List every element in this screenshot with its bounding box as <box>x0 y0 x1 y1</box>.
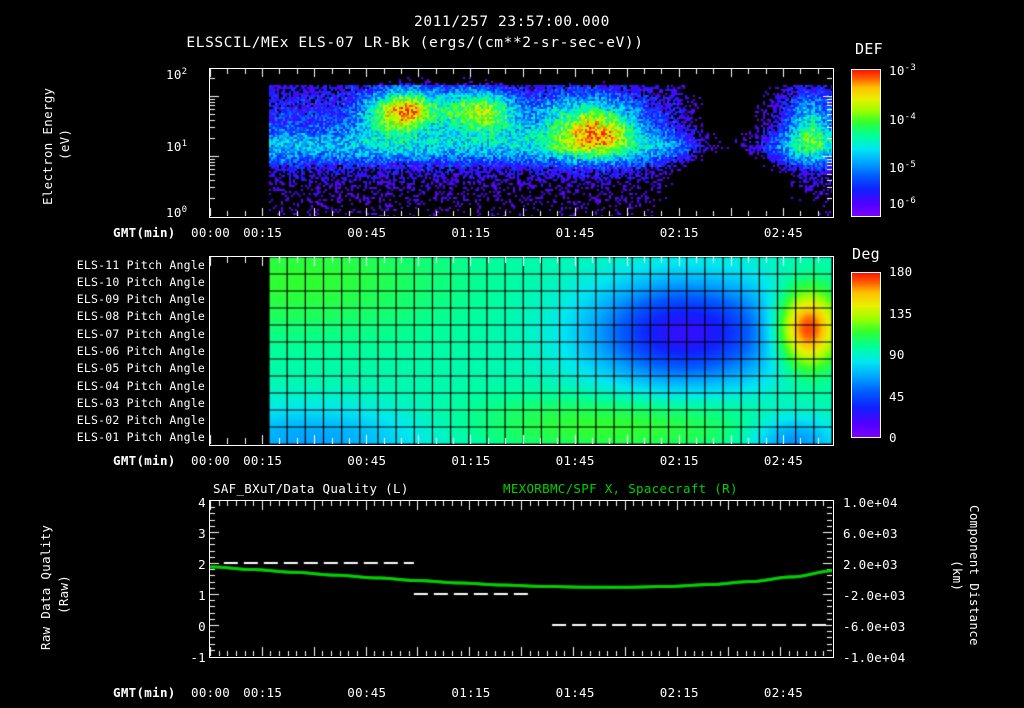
bottom-ytick-left-2: 2 <box>198 557 206 572</box>
time-tick-6: 02:45 <box>763 453 804 468</box>
data-quality-panel[interactable] <box>209 500 834 658</box>
def-tick-0-base: 10 <box>889 63 905 79</box>
time-tick-labels-mid: 00:00 00:15 00:45 01:15 01:45 02:15 02:45 <box>191 453 834 471</box>
def-tick-0-exp: -3 <box>904 63 917 73</box>
def-tick-2-base: 10 <box>889 160 905 176</box>
def-tick-3-exp: -6 <box>904 196 917 206</box>
time-tick-3: 01:15 <box>451 685 491 700</box>
electron-energy-ylabel: Electron Energy <box>40 87 55 205</box>
def-colorbar-title: DEF <box>855 40 883 58</box>
ytick-top-1-exp: 1 <box>181 139 188 149</box>
time-tick-5: 02:15 <box>659 453 699 468</box>
ytick-top-0-exp: 2 <box>181 67 188 77</box>
pitch-row-label-3: ELS-08 Pitch Angle <box>76 309 205 324</box>
deg-colorbar-title: Deg <box>852 245 880 263</box>
time-tick-2: 00:45 <box>347 225 387 240</box>
ytick-top-0: 102 <box>166 67 187 82</box>
time-axis-label-top: GMT(min) <box>113 225 176 240</box>
bottom-ytick-right-1: 6.0e+03 <box>843 526 898 541</box>
def-tick-1-base: 10 <box>889 112 905 128</box>
bottom-ylabel-left: Raw Data Quality <box>38 524 53 650</box>
def-tick-2-exp: -5 <box>904 160 917 170</box>
pitch-row-label-10: ELS-01 Pitch Angle <box>76 430 205 445</box>
time-tick-4: 01:45 <box>555 453 595 468</box>
deg-tick-2: 90 <box>889 347 905 362</box>
ytick-top-2: 100 <box>166 205 187 220</box>
pitch-row-label-9: ELS-02 Pitch Angle <box>76 413 205 428</box>
time-tick-1: 00:15 <box>243 453 283 468</box>
pitch-row-label-6: ELS-05 Pitch Angle <box>76 361 205 376</box>
bottom-ylabel-right: Component Distance <box>967 505 982 646</box>
bottom-ytick-right-3: -2.0e+03 <box>843 588 906 603</box>
time-tick-4: 01:45 <box>555 685 595 700</box>
ytick-top-1-base: 10 <box>166 139 182 155</box>
pitch-row-label-7: ELS-04 Pitch Angle <box>76 378 205 393</box>
def-tick-1: 10-4 <box>889 112 916 127</box>
electron-energy-spectrogram[interactable] <box>210 69 832 216</box>
def-tick-3: 10-6 <box>889 196 916 211</box>
pitch-angle-row-labels: ELS-11 Pitch Angle ELS-10 Pitch Angle ELS-… <box>0 256 205 446</box>
bottom-ytick-left-1: 3 <box>198 526 206 541</box>
bottom-ytick-left-3: 1 <box>198 588 206 603</box>
time-tick-1: 00:15 <box>243 685 283 700</box>
bottom-ylabel-left-units: (Raw) <box>56 574 71 614</box>
pitch-row-label-5: ELS-06 Pitch Angle <box>76 344 205 358</box>
time-tick-0: 00:00 <box>191 453 231 468</box>
def-colorbar[interactable] <box>851 69 881 217</box>
time-tick-6: 02:45 <box>763 685 804 700</box>
time-tick-5: 02:15 <box>659 225 699 240</box>
time-tick-labels-bot: 00:00 00:15 00:45 01:15 01:45 02:15 02:45 <box>191 685 834 703</box>
bottom-ytick-left-0: 4 <box>198 495 206 510</box>
deg-tick-1: 135 <box>889 305 913 321</box>
bottom-ytick-right-5: -1.0e+04 <box>843 650 906 665</box>
bottom-ytick-right-0: 1.0e+04 <box>843 495 898 510</box>
bottom-ytick-right-2: 2.0e+03 <box>843 557 898 572</box>
electron-energy-panel[interactable] <box>209 68 834 218</box>
time-tick-labels-top: 00:00 00:15 00:45 01:15 01:45 02:15 02:45 <box>191 225 834 243</box>
time-tick-3: 01:15 <box>451 225 491 240</box>
pitch-angle-panel[interactable] <box>209 256 834 446</box>
ytick-top-2-exp: 0 <box>181 205 188 215</box>
def-tick-2: 10-5 <box>889 160 916 175</box>
time-tick-6: 02:45 <box>763 225 804 240</box>
deg-tick-0: 180 <box>889 264 913 279</box>
time-axis-label-mid: GMT(min) <box>113 453 176 468</box>
bottom-ytick-left-4: 0 <box>198 619 206 634</box>
pitch-row-label-0: ELS-11 Pitch Angle <box>76 257 205 272</box>
pitch-angle-grid[interactable] <box>210 257 832 444</box>
def-tick-0: 10-3 <box>889 63 916 78</box>
bottom-title-left: SAF_BXuT/Data Quality (L) <box>213 481 409 496</box>
time-tick-2: 00:45 <box>347 685 387 700</box>
time-tick-1: 00:15 <box>243 225 283 240</box>
bottom-ytick-labels-right: 1.0e+04 6.0e+03 2.0e+03 -2.0e+03 -6.0e+03 -1.… <box>843 495 953 665</box>
bottom-ytick-left-5: -1 <box>190 650 206 665</box>
electron-energy-ylabel-units: (eV) <box>57 128 72 160</box>
header-subtitle: ELSSCIL/MEx ELS-07 LR-Bk (ergs/(cm**2-sr… <box>186 35 644 51</box>
time-tick-2: 00:45 <box>347 453 387 468</box>
pitch-row-label-8: ELS-03 Pitch Angle <box>76 395 205 410</box>
time-tick-0: 00:00 <box>191 225 231 240</box>
pitch-row-label-1: ELS-10 Pitch Angle <box>76 274 205 289</box>
header-datetime: 2011/257 23:57:00.000 <box>414 14 610 30</box>
time-tick-5: 02:15 <box>659 685 699 700</box>
deg-tick-3: 45 <box>889 388 905 404</box>
ytick-top-1: 101 <box>166 139 187 154</box>
pitch-row-label-4: ELS-07 Pitch Angle <box>76 326 205 341</box>
deg-colorbar-ticks: 180 135 90 45 0 <box>889 262 989 452</box>
def-tick-1-exp: -4 <box>904 112 917 122</box>
deg-tick-4: 0 <box>889 430 897 445</box>
bottom-ytick-labels-left: 4 3 2 1 0 -1 <box>170 495 206 665</box>
deg-colorbar[interactable] <box>851 272 881 438</box>
time-tick-4: 01:45 <box>555 225 595 240</box>
ytick-top-2-base: 10 <box>166 205 182 221</box>
time-tick-3: 01:15 <box>451 453 491 468</box>
bottom-title-right: MEXORBMC/SPF X, Spacecraft (R) <box>503 481 738 496</box>
bottom-ytick-right-4: -6.0e+03 <box>843 619 906 634</box>
data-quality-distance-plot[interactable] <box>210 501 832 656</box>
def-tick-3-base: 10 <box>889 196 905 212</box>
ytick-top-0-base: 10 <box>166 67 182 83</box>
pitch-row-label-2: ELS-09 Pitch Angle <box>76 292 205 307</box>
time-tick-0: 00:00 <box>191 685 231 700</box>
time-axis-label-bot: GMT(min) <box>113 685 176 700</box>
